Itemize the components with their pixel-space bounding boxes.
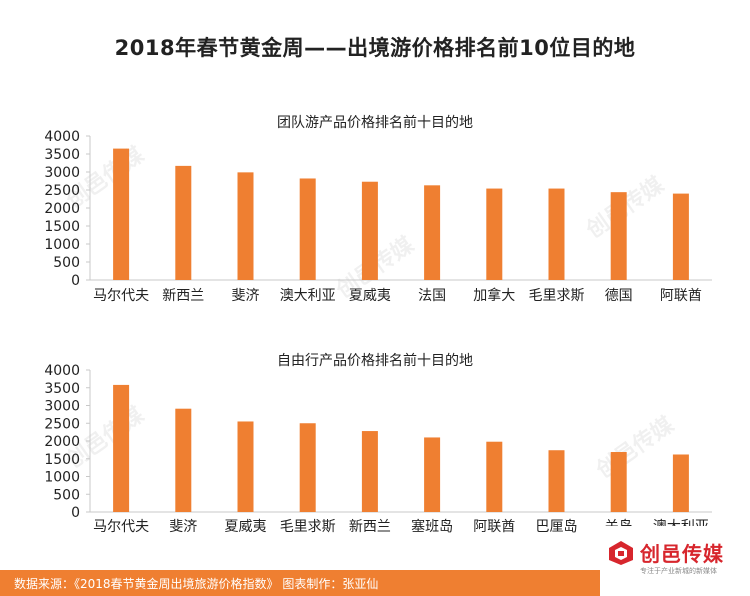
bar — [361, 431, 378, 512]
x-tick-label: 马尔代夫 — [93, 288, 149, 304]
bar — [424, 185, 441, 280]
bar — [548, 450, 565, 512]
x-tick-label: 澳大利亚 — [280, 288, 336, 304]
y-tick-label: 1500 — [44, 452, 80, 468]
x-tick-label: 斐济 — [169, 519, 197, 535]
bar — [672, 193, 689, 280]
logo-tagline: 专注于产业新城的新媒体 — [640, 567, 717, 575]
x-tick-label: 新西兰 — [162, 288, 204, 304]
x-tick-label: 毛里求斯 — [529, 288, 585, 304]
bar-chart-svg: 0 500 1000 1500 2000 2500 3000 3500 4000 马尔代夫 新西兰 斐… — [44, 129, 712, 304]
x-tick-label: 夏威夷 — [225, 519, 267, 535]
logo-mark-icon — [609, 541, 633, 565]
y-tick-label: 0 — [71, 273, 80, 289]
y-tick-label: 3500 — [44, 381, 80, 397]
x-tick-label: 阿联酋 — [473, 518, 515, 535]
bar — [548, 188, 565, 280]
y-tick-label: 2500 — [44, 183, 80, 199]
bar — [299, 423, 316, 512]
y-tick-label: 1500 — [44, 219, 80, 235]
bar — [237, 172, 254, 280]
bar — [610, 452, 627, 512]
logo-name: 创邑传媒 — [640, 542, 724, 566]
x-tick-label: 马尔代夫 — [93, 519, 149, 535]
chart-title: 自由行产品价格排名前十目的地 — [277, 353, 473, 369]
bar — [175, 408, 192, 512]
x-tick-label: 阿联酋 — [660, 287, 702, 304]
bar — [486, 441, 503, 512]
bar — [113, 148, 130, 280]
x-tick-label: 毛里求斯 — [280, 519, 336, 535]
source-note: 数据来源：《2018春节黄金周出境旅游价格指数》 图表制作：张亚仙 — [14, 577, 379, 591]
y-tick-label: 3000 — [44, 165, 80, 181]
x-tick-label: 夏威夷 — [349, 288, 391, 304]
y-tick-label: 1000 — [44, 237, 80, 253]
y-tick-label: 2000 — [44, 201, 80, 217]
x-tick-label: 加拿大 — [473, 287, 515, 304]
chart-independent-travel: 自由行产品价格排名前十目的地 0 500 1000 1500 2000 2500 3000 3… — [0, 338, 750, 548]
x-tick-label: 德国 — [605, 288, 633, 304]
bar — [299, 178, 316, 280]
bar — [486, 188, 503, 280]
x-tick-label: 法国 — [418, 288, 446, 304]
x-tick-label: 新西兰 — [349, 519, 391, 535]
chart-group-tour: 团队游产品价格排名前十目的地 0 500 1000 1500 2000 2500 3000 3… — [0, 100, 750, 320]
x-tick-label: 巴厘岛 — [536, 519, 578, 535]
page-title: 2018年春节黄金周——出境游价格排名前10位目的地 — [114, 36, 636, 60]
chart-title: 团队游产品价格排名前十目的地 — [277, 115, 473, 131]
bar — [113, 384, 130, 512]
y-tick-label: 500 — [53, 487, 80, 503]
bar — [672, 454, 689, 512]
y-tick-label: 3000 — [44, 399, 80, 415]
y-tick-label: 4000 — [44, 129, 80, 145]
y-tick-label: 2000 — [44, 434, 80, 450]
y-tick-label: 4000 — [44, 363, 80, 379]
bar — [237, 421, 254, 512]
y-tick-label: 500 — [53, 255, 80, 271]
bar — [361, 181, 378, 280]
y-tick-label: 2500 — [44, 416, 80, 432]
brand-logo: 创邑传媒 专注于产业新城的新媒体 — [600, 526, 750, 596]
x-tick-label: 斐济 — [232, 288, 260, 304]
y-tick-label: 0 — [71, 505, 80, 521]
y-tick-label: 3500 — [44, 147, 80, 163]
bar — [610, 192, 627, 280]
y-tick-label: 1000 — [44, 470, 80, 486]
bar — [424, 437, 441, 512]
x-tick-label: 塞班岛 — [411, 518, 453, 535]
bar — [175, 165, 192, 280]
